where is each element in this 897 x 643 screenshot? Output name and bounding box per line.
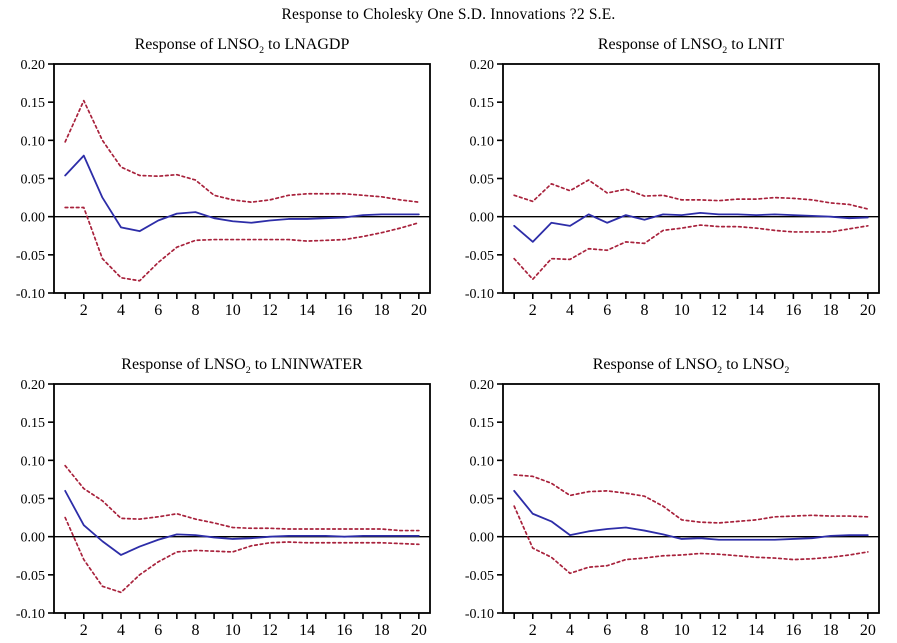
y-tick-label: 0.05: [21, 173, 46, 188]
lower-band-line: [64, 206, 420, 282]
x-tick-label: 14: [748, 622, 764, 638]
y-tick-label: 0.00: [470, 211, 495, 226]
x-tick-label: 6: [603, 622, 611, 638]
y-tick-label: 0.10: [21, 134, 46, 149]
response-line: [513, 489, 869, 541]
irf-panel-lnagdp: Response of LNSO2 to LNAGDP 0.20 0.15 0.10…: [2, 36, 450, 318]
x-tick-label: 4: [566, 622, 574, 638]
y-tick-label: -0.05: [16, 249, 45, 264]
y-tick-label: 0.05: [21, 493, 46, 508]
figure-title: Response to Cholesky One S.D. Innovation…: [281, 6, 616, 23]
y-tick-label: -0.10: [465, 287, 494, 302]
y-tick-label: 0.10: [470, 454, 495, 469]
y-tick-label: 0.00: [470, 531, 495, 546]
y-tick-label: 0.20: [470, 378, 495, 393]
x-tick-label: 20: [411, 302, 427, 318]
x-tick-label: 18: [823, 302, 839, 318]
lower-band-line: [513, 505, 869, 575]
x-tick-label: 12: [711, 622, 727, 638]
irf-chart: 0.20 0.15 0.10 0.05 0.00 -0.05 -0.10 2 4 6 8 10 12 14…: [16, 58, 431, 318]
y-tick-label: 0.15: [21, 96, 46, 111]
y-tick-label: 0.15: [21, 416, 46, 431]
x-tick-label: 16: [785, 622, 801, 638]
y-tick-label: -0.10: [465, 607, 494, 622]
x-tick-label: 16: [336, 302, 352, 318]
y-tick-label: -0.05: [16, 569, 45, 584]
irf-chart: 0.20 0.15 0.10 0.05 0.00 -0.05 -0.10 2 4 6 8 10 12 14…: [465, 58, 880, 318]
x-tick-label: 2: [80, 622, 88, 638]
y-tick-label: 0.15: [470, 416, 495, 431]
x-tick-label: 10: [225, 302, 241, 318]
irf-panel-lnit: Response of LNSO2 to LNIT 0.20 0.15 0.10 0.…: [451, 36, 897, 318]
x-tick-label: 4: [566, 302, 574, 318]
plot-frame: [53, 383, 431, 614]
y-tick-label: 0.05: [470, 173, 495, 188]
panel-title: Response of LNSO2 to LNAGDP: [134, 36, 350, 57]
y-tick-label: 0.10: [470, 134, 495, 149]
x-tick-label: 16: [785, 302, 801, 318]
y-tick-label: -0.05: [465, 569, 494, 584]
x-tick-label: 12: [711, 302, 727, 318]
x-tick-label: 10: [674, 302, 690, 318]
x-tick-label: 6: [154, 622, 162, 638]
x-tick-label: 8: [191, 302, 199, 318]
irf-chart: 0.20 0.15 0.10 0.05 0.00 -0.05 -0.10 2 4 6 8 10 12 14…: [16, 378, 431, 638]
x-tick-label: 2: [529, 302, 537, 318]
irf-chart: 0.20 0.15 0.10 0.05 0.00 -0.05 -0.10 2 4 6 8 10 12 14…: [465, 378, 880, 638]
plot-frame: [502, 383, 880, 614]
panel-title: Response of LNSO2 to LNIT: [597, 36, 785, 57]
x-tick-label: 4: [117, 622, 125, 638]
x-tick-label: 18: [374, 622, 390, 638]
lower-band-line: [513, 224, 869, 281]
x-tick-label: 14: [748, 302, 764, 318]
y-tick-label: 0.00: [21, 211, 46, 226]
x-tick-label: 2: [529, 622, 537, 638]
x-tick-label: 20: [860, 622, 876, 638]
y-tick-label: 0.15: [470, 96, 495, 111]
x-tick-label: 18: [374, 302, 390, 318]
x-tick-label: 10: [225, 622, 241, 638]
x-tick-label: 18: [823, 622, 839, 638]
plot-frame: [53, 63, 431, 294]
upper-band-line: [513, 179, 869, 210]
x-tick-label: 2: [80, 302, 88, 318]
irf-panel-lninwater: Response of LNSO2 to LNINWATER 0.20 0.15 0…: [2, 356, 450, 638]
x-tick-label: 6: [603, 302, 611, 318]
y-tick-label: 0.20: [470, 58, 495, 73]
response-line: [513, 211, 869, 243]
x-tick-label: 20: [860, 302, 876, 318]
upper-band-line: [64, 464, 420, 532]
y-tick-label: -0.10: [16, 607, 45, 622]
x-tick-label: 14: [299, 622, 315, 638]
y-tick-label: 0.20: [21, 58, 46, 73]
x-tick-label: 6: [154, 302, 162, 318]
x-tick-label: 8: [191, 622, 199, 638]
x-tick-label: 8: [640, 622, 648, 638]
x-tick-label: 8: [640, 302, 648, 318]
panel-title: Response of LNSO2 to LNINWATER: [121, 356, 363, 377]
lower-band-line: [64, 516, 420, 594]
upper-band-line: [513, 473, 869, 524]
y-tick-label: 0.10: [21, 454, 46, 469]
x-tick-label: 4: [117, 302, 125, 318]
panel-title: Response of LNSO2 to LNSO2: [592, 356, 790, 377]
x-tick-label: 12: [262, 302, 278, 318]
response-line: [64, 154, 420, 233]
x-tick-label: 10: [674, 622, 690, 638]
x-tick-label: 12: [262, 622, 278, 638]
y-tick-label: -0.10: [16, 287, 45, 302]
irf-panel-lnso2: Response of LNSO2 to LNSO2 0.20 0.15 0.10 0…: [451, 356, 897, 638]
x-tick-label: 14: [299, 302, 315, 318]
y-tick-label: 0.05: [470, 493, 495, 508]
x-tick-label: 20: [411, 622, 427, 638]
y-tick-label: 0.20: [21, 378, 46, 393]
x-tick-label: 16: [336, 622, 352, 638]
y-tick-label: -0.05: [465, 249, 494, 264]
upper-band-line: [64, 99, 420, 204]
response-line: [64, 489, 420, 556]
y-tick-label: 0.00: [21, 531, 46, 546]
